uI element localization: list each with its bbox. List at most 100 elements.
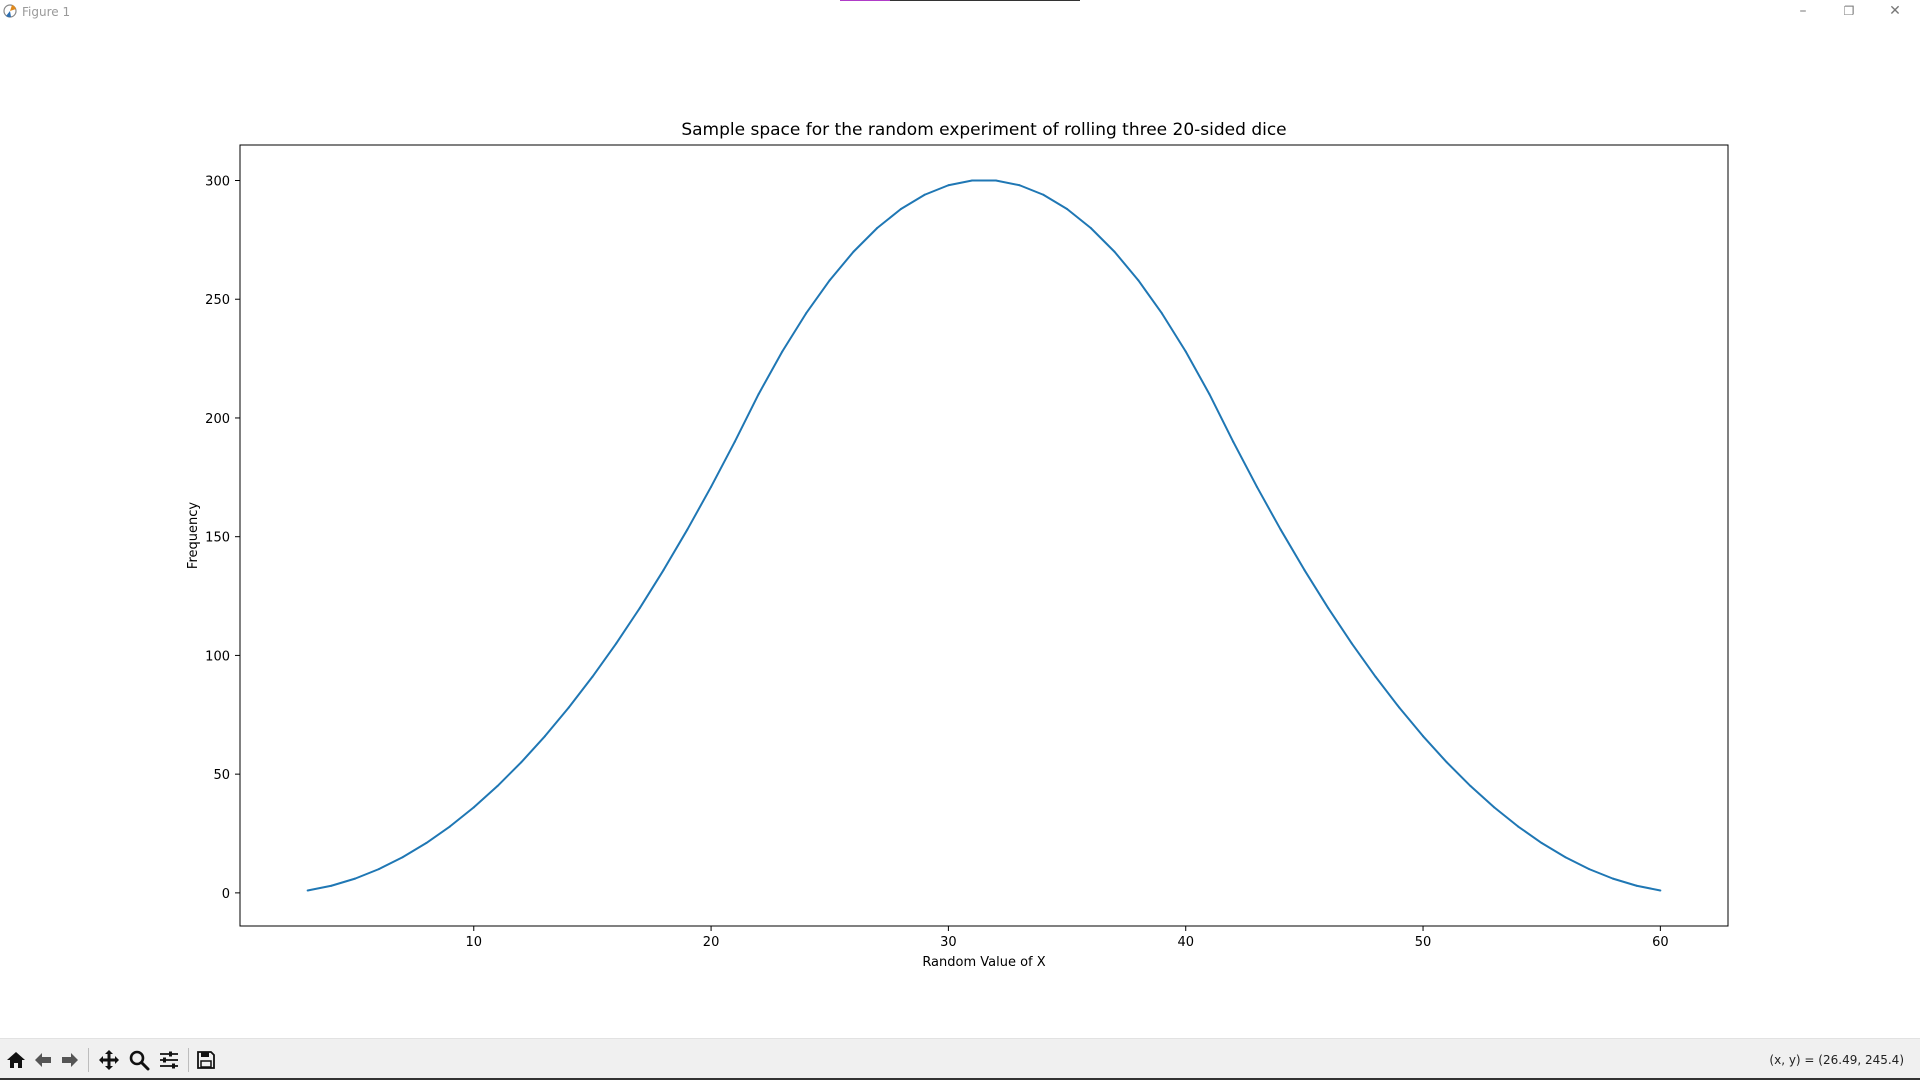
data-point	[1422, 735, 1425, 738]
data-point	[1516, 825, 1519, 828]
data-point	[520, 761, 523, 764]
window-accent-line	[840, 0, 1080, 1]
configure-subplots-icon	[160, 1051, 178, 1069]
y-tick-label: 100	[205, 649, 230, 664]
configure-subplots-button[interactable]	[156, 1047, 182, 1073]
window-bottom-edge	[0, 1078, 1920, 1080]
data-point	[1445, 761, 1448, 764]
data-point	[686, 528, 689, 531]
data-point	[543, 735, 546, 738]
toolbar-separator	[88, 1048, 89, 1072]
series-line	[307, 179, 1661, 892]
figure-canvas[interactable]: 10 20 30 40 50 60 0 50 100 150 200 250 300 Sample spa…	[0, 24, 1920, 1038]
back-button[interactable]	[30, 1047, 56, 1073]
y-tick-label: 50	[213, 768, 230, 783]
title-bar: Figure 1 – ❐ ✕	[0, 0, 1920, 24]
data-point	[1184, 350, 1187, 353]
data-point	[1374, 675, 1377, 678]
data-point	[1089, 226, 1092, 229]
y-tick-label: 0	[222, 887, 230, 902]
matplotlib-logo-icon	[3, 4, 17, 18]
save-icon	[197, 1051, 215, 1069]
data-point	[828, 279, 831, 282]
data-point	[781, 350, 784, 353]
data-point	[1113, 250, 1116, 253]
data-point	[662, 568, 665, 571]
home-button[interactable]	[3, 1047, 29, 1073]
data-point	[638, 606, 641, 609]
data-point	[899, 207, 902, 210]
axes: 10 20 30 40 50 60 0 50 100 150 200 250 300 Sample spa…	[186, 120, 1729, 970]
data-point	[1635, 884, 1638, 887]
data-point	[354, 877, 357, 880]
data-point	[330, 884, 333, 887]
data-point	[1493, 806, 1496, 809]
navigation-toolbar: (x, y) = (26.49, 245.4)	[0, 1038, 1920, 1080]
y-tick-label: 300	[205, 175, 230, 190]
zoom-icon	[129, 1050, 150, 1071]
close-button[interactable]: ✕	[1889, 3, 1901, 19]
data-point	[1611, 877, 1614, 880]
series-points	[306, 179, 1662, 892]
chart-title: Sample space for the random experiment o…	[681, 120, 1286, 140]
x-axis-label: Random Value of X	[922, 955, 1045, 970]
back-arrow-icon	[35, 1053, 51, 1067]
toolbar-separator	[188, 1048, 189, 1072]
data-point	[1469, 785, 1472, 788]
x-tick-label: 20	[703, 935, 720, 950]
restore-button[interactable]: ❐	[1843, 4, 1855, 18]
data-point	[472, 806, 475, 809]
x-tick-label: 60	[1652, 935, 1669, 950]
zoom-button[interactable]	[126, 1047, 152, 1073]
data-point	[757, 393, 760, 396]
data-point	[1066, 207, 1069, 210]
data-point	[1255, 485, 1258, 488]
data-point	[947, 184, 950, 187]
data-point	[1350, 642, 1353, 645]
data-point	[306, 889, 309, 892]
data-point	[971, 179, 974, 182]
data-point	[1540, 842, 1543, 845]
x-tick-label: 50	[1415, 935, 1432, 950]
coordinates-readout: (x, y) = (26.49, 245.4)	[1769, 1053, 1904, 1067]
y-tick-label: 250	[205, 293, 230, 308]
data-point	[1137, 279, 1140, 282]
data-point	[1042, 193, 1045, 196]
x-tick-label: 30	[940, 935, 957, 950]
data-point	[805, 312, 808, 315]
y-tick-label: 200	[205, 412, 230, 427]
data-point	[710, 485, 713, 488]
data-point	[1564, 856, 1567, 859]
data-point	[852, 250, 855, 253]
data-point	[1018, 184, 1021, 187]
pan-button[interactable]	[96, 1047, 122, 1073]
axes-frame	[239, 144, 1729, 927]
data-point	[615, 642, 618, 645]
x-tick-label: 10	[465, 935, 482, 950]
data-point	[923, 193, 926, 196]
y-tick-label: 150	[205, 531, 230, 546]
data-point	[1232, 440, 1235, 443]
minimize-button[interactable]: –	[1799, 3, 1807, 19]
data-point	[401, 856, 404, 859]
pan-icon	[99, 1050, 119, 1070]
window-title: Figure 1	[22, 5, 71, 19]
x-tick-label: 40	[1177, 935, 1194, 950]
data-point	[1659, 889, 1662, 892]
data-point	[496, 785, 499, 788]
data-point	[1327, 606, 1330, 609]
data-point	[1279, 528, 1282, 531]
data-point	[449, 825, 452, 828]
data-point	[1588, 868, 1591, 871]
y-axis-label: Frequency	[186, 502, 201, 569]
forward-button[interactable]	[57, 1047, 83, 1073]
home-icon	[7, 1052, 25, 1068]
data-point	[567, 706, 570, 709]
data-point	[1398, 706, 1401, 709]
data-point	[733, 440, 736, 443]
save-button[interactable]	[193, 1047, 219, 1073]
forward-arrow-icon	[62, 1053, 78, 1067]
data-point	[1160, 312, 1163, 315]
data-point	[1303, 568, 1306, 571]
data-point	[591, 675, 594, 678]
